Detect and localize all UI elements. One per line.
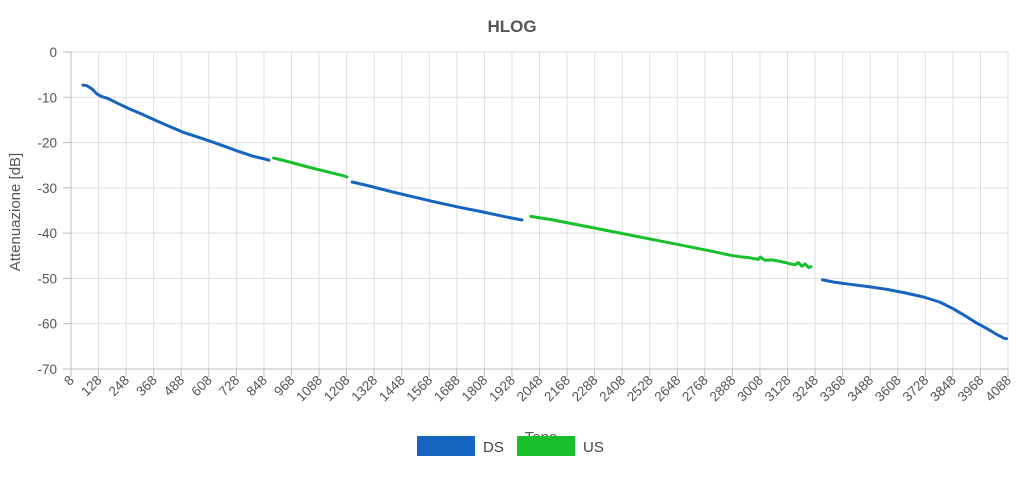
- series-ds-line: [350, 180, 524, 222]
- x-tick-label: 2048: [514, 373, 546, 405]
- series-ds: [81, 83, 1009, 341]
- y-tick-labels: 0 -10 -20 -30 -40 -50 -60 -70: [37, 45, 57, 377]
- x-tick-label: 728: [216, 373, 243, 400]
- y-tick-label: -30: [37, 181, 57, 196]
- x-tick-label: 2648: [652, 373, 684, 405]
- series-us: [272, 156, 813, 270]
- x-tick-label: 848: [243, 373, 270, 400]
- x-tick-label: 1448: [376, 373, 408, 405]
- series-us-line: [529, 214, 813, 270]
- x-tick-label: 2768: [679, 373, 711, 405]
- y-tick-label: -70: [37, 362, 57, 377]
- y-tick-label: -10: [37, 90, 57, 105]
- x-tick-label: 2408: [596, 373, 628, 405]
- x-tick-label: 3488: [844, 373, 876, 405]
- legend-item-us[interactable]: US: [517, 436, 604, 456]
- y-tick-label: -60: [37, 317, 57, 332]
- x-tick-label: 368: [133, 373, 160, 400]
- x-tick-label: 2888: [707, 373, 739, 405]
- legend-label: DS: [483, 439, 504, 456]
- x-tick-label: 3368: [817, 373, 849, 405]
- grid: [70, 51, 1009, 370]
- x-tick-label: 3728: [900, 373, 932, 405]
- y-tick-label: -50: [37, 271, 57, 286]
- y-tick-label: -40: [37, 226, 57, 241]
- x-tick-labels: 8 128 248 368 488 608 728 848 968108812081328144…: [61, 373, 1014, 405]
- x-tick-label: 3008: [734, 373, 766, 405]
- x-tick-label: 4088: [982, 373, 1014, 405]
- x-tick-label: 3848: [927, 373, 959, 405]
- series-ds-line: [820, 278, 1009, 341]
- x-tick-label: 8: [61, 373, 77, 389]
- y-axis-title: Attenuazione [dB]: [7, 153, 24, 271]
- x-tick-label: 2288: [569, 373, 601, 405]
- x-tick-label: 1088: [293, 373, 325, 405]
- x-tick-label: 2528: [624, 373, 656, 405]
- legend-item-ds[interactable]: DS: [417, 436, 504, 456]
- x-tick-label: 3128: [762, 373, 794, 405]
- x-tick-label: 1208: [321, 373, 353, 405]
- x-tick-label: 488: [161, 373, 188, 400]
- x-tick-label: 3248: [789, 373, 821, 405]
- series-layer: [81, 83, 1009, 341]
- x-tick-label: 608: [188, 373, 215, 400]
- y-tick-label: -20: [37, 136, 57, 151]
- x-tick-label: 1688: [431, 373, 463, 405]
- x-tick-label: 248: [106, 373, 133, 400]
- legend: DS US: [417, 436, 604, 456]
- x-tick-label: 1928: [486, 373, 518, 405]
- legend-swatch: [417, 436, 475, 456]
- axes: [63, 51, 1009, 377]
- x-tick-label: 1568: [404, 373, 436, 405]
- x-tick-label: 3968: [955, 373, 987, 405]
- x-tick-label: 3608: [872, 373, 904, 405]
- x-tick-label: 1808: [459, 373, 491, 405]
- x-tick-label: 1328: [348, 373, 380, 405]
- legend-swatch: [517, 436, 575, 456]
- y-tick-label: 0: [49, 45, 57, 60]
- series-ds-line: [81, 83, 271, 162]
- x-tick-label: 2168: [541, 373, 573, 405]
- x-tick-label: 128: [78, 373, 105, 400]
- legend-label: US: [583, 439, 604, 456]
- series-us-line: [272, 156, 349, 179]
- chart-title: HLOG: [487, 17, 536, 36]
